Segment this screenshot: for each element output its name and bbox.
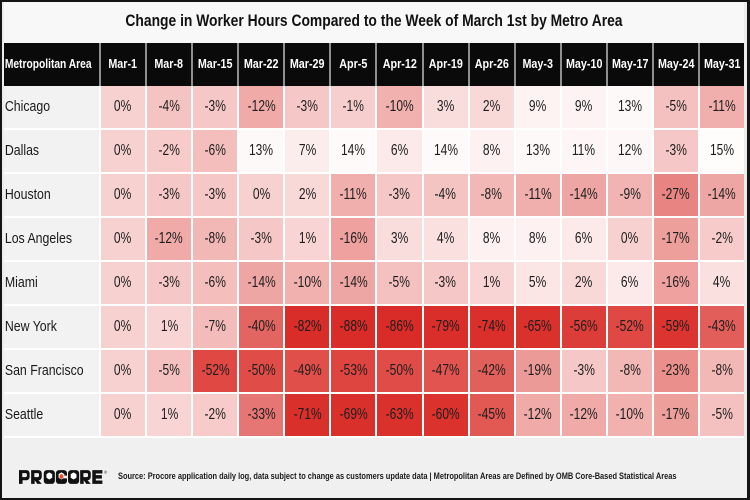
svg-text:®: ®	[104, 469, 108, 475]
